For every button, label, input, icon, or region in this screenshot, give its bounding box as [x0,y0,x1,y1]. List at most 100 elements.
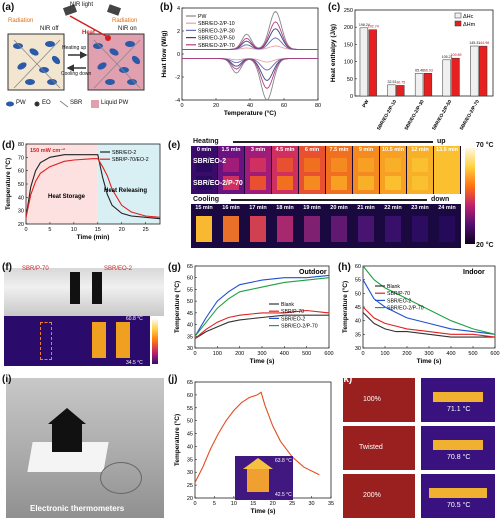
label-c: (c) [328,2,341,13]
cooling-sample-3 [277,216,293,242]
cooling-row: 15 min 16 min 17 min 18 min 19 min 20 min 21 m… [191,204,461,248]
k-strain-2: Twisted [359,444,383,451]
j-inset-min: 42.5 °C [275,492,292,498]
g-ytick-label: 35 [187,334,193,340]
b-series-cool-0 [182,58,318,101]
panel-h: 0 100 200 300 400 500 600 30 35 40 45 50 55 60 Time (s… [335,258,500,370]
h-ytick-label: 30 [355,346,361,352]
heating-tile-9: 13.5 min [434,146,460,194]
g-legend-label-2: SBR/EO-2 [281,316,305,322]
heating-sample-bottom-5 [331,176,347,190]
d-ytick-label: 50 [18,182,24,188]
h-xtick-label: 500 [468,351,477,357]
cooling-sample-0 [196,216,212,242]
c-bar-1-0 [387,84,396,97]
cooling-sample-4 [304,216,320,242]
cooling-sample-8 [412,216,428,242]
f-scale-max: 60.8 °C [126,316,143,322]
c-value-label-0-1: 192.74 [368,25,379,29]
heating-tile-0: 0 min [191,146,217,194]
cooling-sample-1 [223,216,239,242]
h-series-2 [362,279,496,335]
heating-sample-top-5 [331,158,347,172]
temp-scale-bar [465,148,475,244]
b-ytick-label: 2 [177,29,180,35]
g-ytick-label: 45 [187,311,193,317]
d-xtick-label: 15 [95,227,101,233]
c-category-label-3: SBR/EO-2/P-50 [431,99,453,132]
k-temp-3: 70.5 °C [447,502,471,509]
thermal-strip-2 [92,322,106,358]
cooling-time-label-8: 23 min [411,205,429,211]
h-ytick-label: 55 [355,278,361,284]
c-ytick-label: 200 [344,25,353,31]
panel-d: 0 5 10 15 20 25 20 30 40 50 60 70 80 Time (min) Temper… [0,138,165,246]
b-xtick-label: 80 [315,103,321,109]
nir-light-label: NIR light [70,2,94,8]
b-xtick-label: 40 [247,103,253,109]
b-series-heat-4 [182,21,318,50]
h-ytick-label: 60 [355,264,361,270]
c-bar-3-0 [442,59,451,97]
heating-sample-bottom-6 [358,176,374,190]
heating-sample-top-8 [412,158,428,172]
b-ytick-label: 0 [177,52,180,58]
d-xtick-label: 10 [71,227,77,233]
cooling-tile-9: 24 min [434,204,460,248]
legend-liquid-label: Liquid PW [101,100,129,106]
j-ytick-label: 55 [187,406,193,412]
b-legend-label-0: PW [198,14,206,20]
k-strip-2 [433,440,483,450]
label-a: (a) [2,2,15,13]
house-model [52,422,82,452]
nir-off-label: NIR off [40,26,59,32]
k-photo-3 [343,474,415,518]
chart-g: 0 100 200 300 400 500 600 30 35 40 45 50 55 60 65 Time … [173,264,334,365]
c-value-label-3-1: 109.89 [451,53,462,57]
k-photo-1 [343,378,415,422]
d-power-label: 150 mW cm⁻² [30,147,65,154]
panel-a: NIR light Radiation Radiation NIR off NI… [0,0,150,125]
c-bar-0-1 [368,29,377,97]
d-heat-region [26,144,98,224]
d-series-1 [25,158,161,218]
d-xtick-label: 20 [119,227,125,233]
pw-particles-left [13,41,61,85]
h-series-3 [362,265,496,335]
c-bar-2-0 [414,73,424,97]
cooling-tile-0: 15 min [191,204,217,248]
c-value-label-2-0: 65.46 [415,68,424,72]
cooling-tile-2: 17 min [245,204,271,248]
g-ytick-label: 30 [187,346,193,352]
nir-lamp-left [62,4,78,16]
c-bar-1-1 [396,85,405,97]
b-xtick-label: 0 [180,103,183,109]
sample-strip-2 [92,272,102,304]
heating-time-label-4: 6 min [304,147,320,153]
thermal-strip-1 [40,322,52,360]
g-series-1 [194,309,330,340]
j-series-0 [194,391,320,483]
b-series-cool-2 [182,58,318,71]
chart-c: 0 50 100 150 200 250 Heat enthalpy (J/g) 198.24… [330,8,494,132]
legend-sbr-label: SBR [70,100,83,106]
c-legend-label-0: ΔHc [463,14,474,20]
c-value-label-1-0: 32.51 [387,80,396,84]
legend-liquid-swatch [91,100,99,108]
d-xtick-label: 0 [24,227,27,233]
cooling-label: Cooling [193,196,220,203]
heating-sample-bottom-4 [304,176,320,190]
cooling-time-label-0: 15 min [195,205,213,211]
b-xtick-label: 60 [281,103,287,109]
j-xtick-label: 30 [309,501,315,507]
heating-sample-top-4 [304,158,320,172]
c-value-label-2-1: 66.03 [424,68,433,72]
heating-up-label: Heating up [62,45,87,51]
b-series-cool-3 [182,58,318,82]
heating-sample-bottom-9 [439,176,455,190]
cooling-tile-4: 19 min [299,204,325,248]
h-series-1 [362,306,496,338]
d-ytick-label: 40 [18,195,24,201]
cooling-time-label-7: 22 min [384,205,402,211]
h-ytick-label: 40 [355,319,361,325]
